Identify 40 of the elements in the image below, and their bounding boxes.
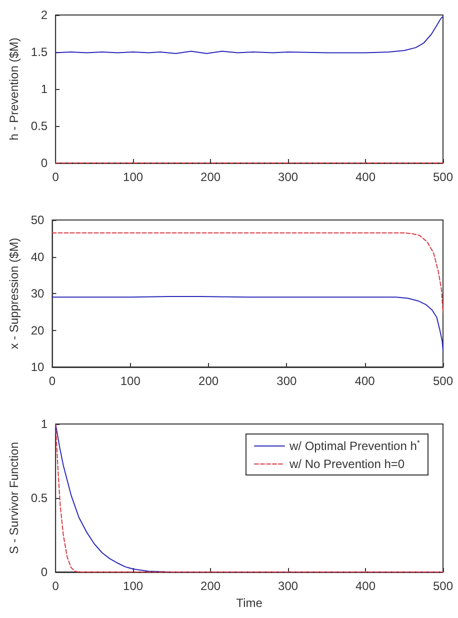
x-tick-label: 500 — [432, 170, 454, 184]
y-tick-label: 1.5 — [30, 45, 48, 59]
x-tick-label: 400 — [356, 579, 376, 593]
y-tick-label: 10 — [30, 360, 45, 374]
x-tick-label: 300 — [278, 579, 298, 593]
legend-label: w/ No Prevention h=0 — [288, 457, 405, 471]
y-tick-label: 30 — [30, 286, 45, 300]
x-tick-label: 400 — [356, 170, 376, 184]
x-tick-label: 500 — [432, 579, 454, 593]
x-tick-label: 400 — [354, 374, 376, 388]
y-tick-label: 40 — [30, 250, 45, 264]
y-tick-label: 0 — [40, 565, 48, 579]
y-tick-label: 0.5 — [30, 119, 48, 133]
x-tick-label: 200 — [200, 170, 221, 184]
x-axis-title: Time — [236, 596, 263, 610]
line-series — [52, 296, 444, 351]
x-tick-label: 100 — [123, 170, 144, 184]
line-series — [52, 232, 444, 312]
line-series — [55, 16, 444, 54]
y-axis-title: h - Prevention ($M) — [7, 38, 21, 140]
y-axis-title: x - Suppression ($M) — [7, 238, 21, 350]
x-tick-label: 100 — [120, 374, 141, 388]
x-tick-label: 300 — [276, 374, 298, 388]
y-tick-label: 1 — [40, 417, 48, 431]
y-tick-label: 20 — [30, 323, 45, 338]
y-tick-label: 2 — [40, 8, 48, 22]
y-tick-label: 0 — [40, 156, 48, 170]
line-series — [55, 424, 444, 572]
y-tick-label: 0.5 — [30, 491, 48, 505]
x-tick-label: 200 — [200, 579, 221, 593]
x-tick-label: 500 — [432, 374, 454, 388]
x-tick-label: 100 — [123, 579, 144, 593]
legend-label: w/ Optimal Prevention h* — [288, 438, 420, 453]
x-tick-label: 300 — [278, 170, 298, 184]
x-tick-label: 200 — [198, 374, 219, 388]
x-tick-label: 0 — [52, 579, 60, 593]
y-tick-label: 1 — [40, 82, 48, 96]
y-tick-label: 50 — [30, 213, 45, 227]
x-tick-label: 0 — [52, 170, 60, 184]
y-axis-title: S - Survivor Function — [7, 442, 21, 554]
